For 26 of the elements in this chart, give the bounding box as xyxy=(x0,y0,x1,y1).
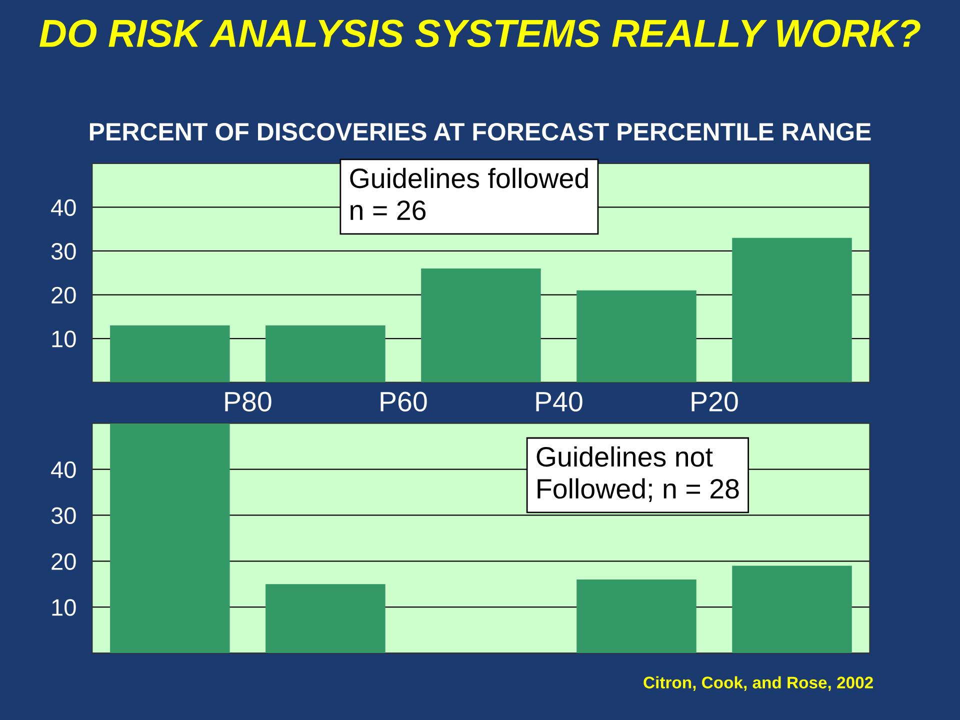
bar xyxy=(732,566,852,654)
y-tick-label: 10 xyxy=(52,599,76,616)
y-tick-label: 10 xyxy=(52,330,76,348)
bar xyxy=(266,325,386,382)
y-tick-label: 30 xyxy=(51,243,76,260)
text: Citron, Cook, and Rose, 2002 xyxy=(644,676,873,691)
text: P40 xyxy=(536,392,582,412)
y-tick-label: 20 xyxy=(52,553,76,570)
bar xyxy=(110,423,230,654)
text: P20 xyxy=(692,392,738,412)
annotation: Guidelines not Followed; n = 28 xyxy=(536,446,739,502)
bar xyxy=(576,290,696,382)
bar xyxy=(732,238,852,382)
bar xyxy=(110,325,230,382)
bar xyxy=(266,584,386,654)
text: P60 xyxy=(380,392,427,412)
chart-subtitle: PERCENT OF DISCOVERIES AT FORECAST PERCENTILE RANGE xyxy=(90,122,871,141)
text: P80 xyxy=(225,392,272,412)
y-tick-label: 40 xyxy=(51,199,76,216)
chart-title: DO RISK ANALYSIS SYSTEMS REALLY WORK? xyxy=(40,20,920,48)
annotation: Guidelines followed n = 26 xyxy=(350,168,588,220)
y-tick-label: 30 xyxy=(51,507,76,524)
y-tick-label: 40 xyxy=(51,461,76,478)
y-tick-label: 20 xyxy=(52,286,76,304)
bar xyxy=(576,580,696,654)
bar xyxy=(421,268,541,382)
